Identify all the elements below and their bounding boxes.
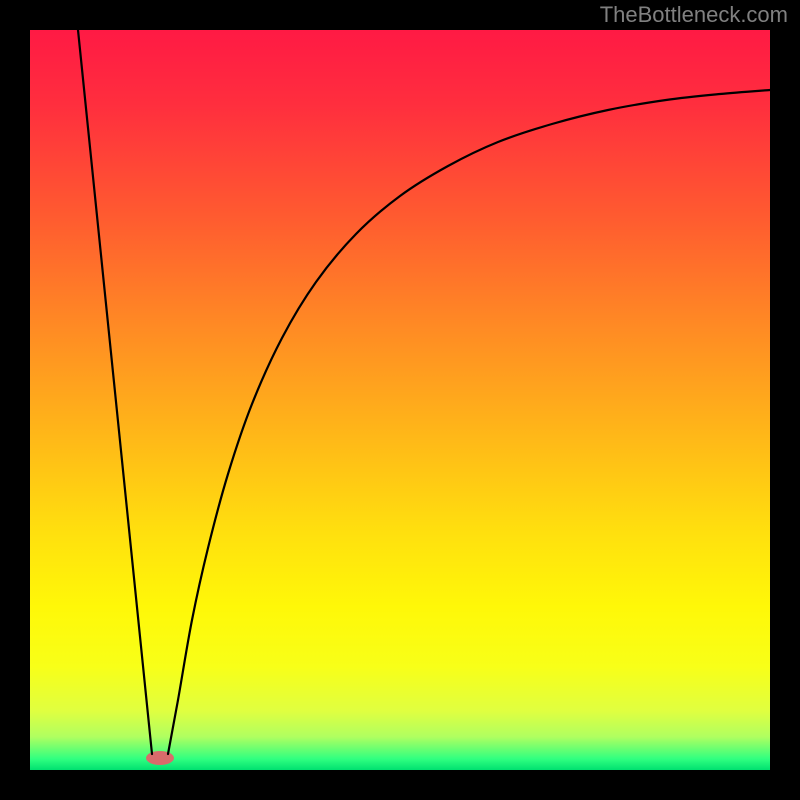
bottom-marker: [146, 751, 174, 765]
bottleneck-chart: [0, 0, 800, 800]
chart-container: TheBottleneck.com: [0, 0, 800, 800]
gradient-background: [30, 30, 770, 770]
watermark-text: TheBottleneck.com: [600, 2, 788, 28]
